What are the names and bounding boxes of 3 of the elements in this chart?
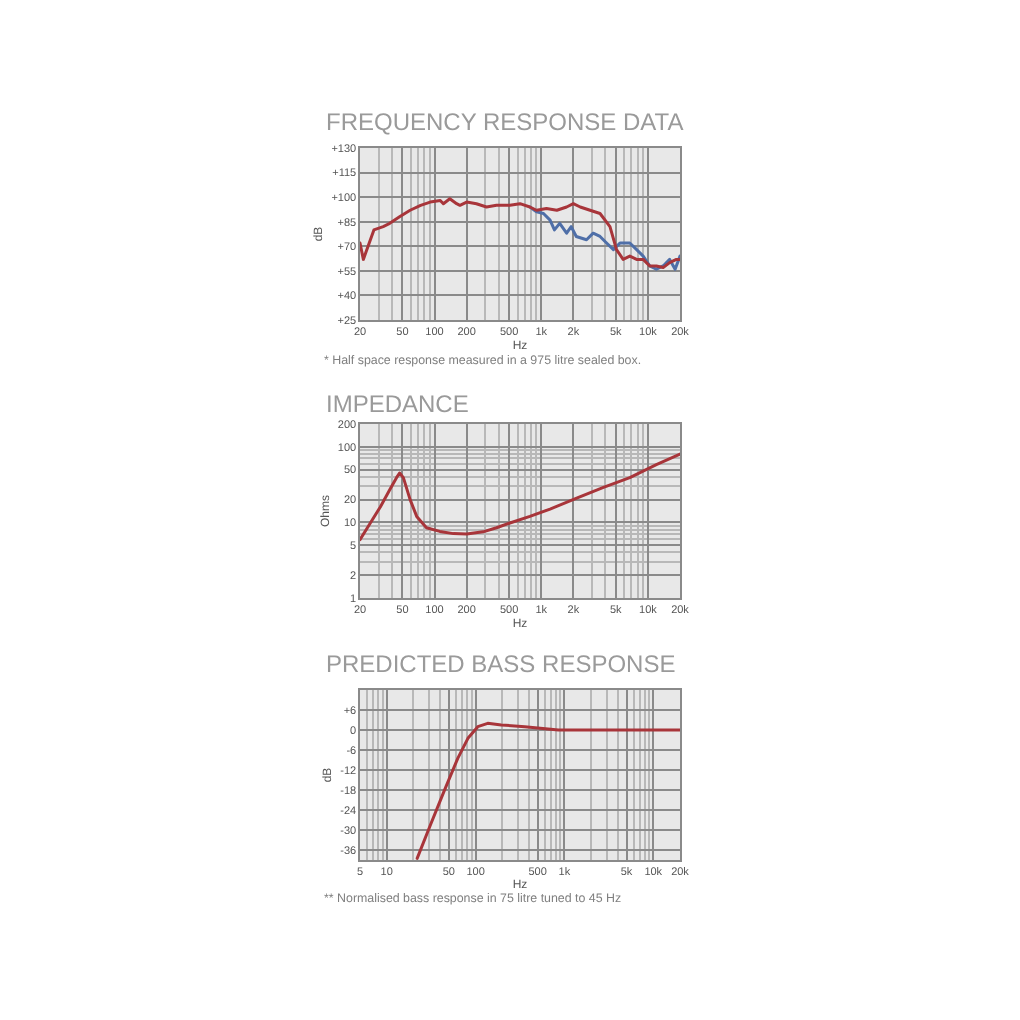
chart-title: PREDICTED BASS RESPONSE — [326, 650, 676, 678]
chart-title: IMPEDANCE — [326, 390, 469, 418]
chart-title: FREQUENCY RESPONSE DATA — [326, 108, 684, 136]
